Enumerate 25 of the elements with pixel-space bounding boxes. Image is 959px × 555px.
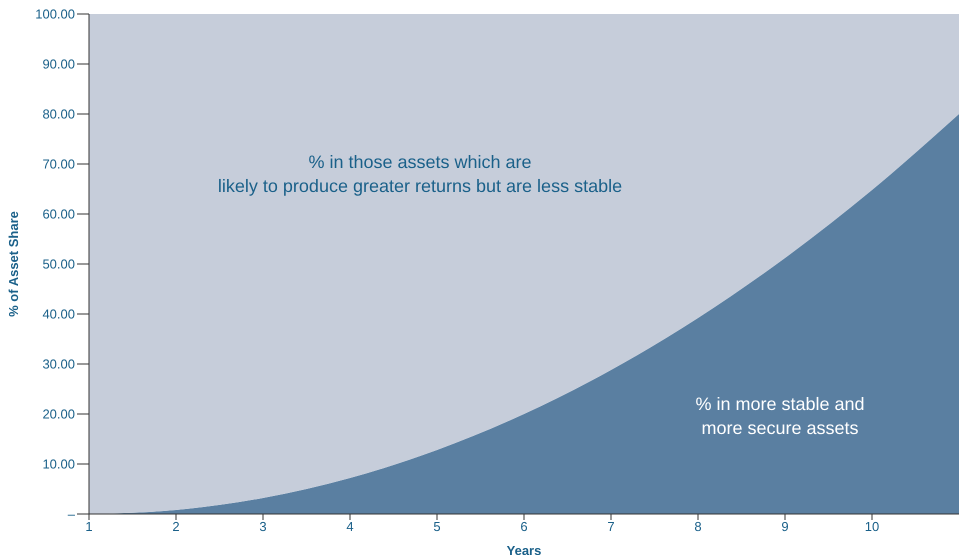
y-tick-label: 10.00 xyxy=(42,456,75,472)
x-tick-label: 8 xyxy=(694,519,702,534)
x-tick-label: 7 xyxy=(607,519,615,534)
y-tick-label: 100.00 xyxy=(35,6,75,22)
x-tick-label: 3 xyxy=(259,519,267,534)
y-tick-label: 30.00 xyxy=(42,356,75,372)
x-tick-label: 4 xyxy=(346,519,354,534)
x-tick-label: 2 xyxy=(172,519,180,534)
y-tick-label: 70.00 xyxy=(42,156,75,172)
x-tick-label: 9 xyxy=(781,519,789,534)
y-tick-label: 80.00 xyxy=(42,106,75,122)
y-tick-label: 20.00 xyxy=(42,406,75,422)
x-tick-label: 6 xyxy=(520,519,528,534)
y-tick-label: 50.00 xyxy=(42,256,75,272)
series-label: % in those assets which are likely to produce greater returns but are less stable xyxy=(218,152,622,196)
x-tick-label: 10 xyxy=(864,519,880,534)
y-tick-label: 40.00 xyxy=(42,306,75,322)
y-tick-label: – xyxy=(68,506,76,522)
y-axis-title: % of Asset Share xyxy=(6,211,21,317)
y-tick-label: 60.00 xyxy=(42,206,75,222)
x-axis-title: Years xyxy=(506,543,542,555)
series-label: % in more stable and more secure assets xyxy=(695,394,865,438)
x-tick-label: 5 xyxy=(433,519,441,534)
x-tick-label: 1 xyxy=(85,519,93,534)
y-tick-label: 90.00 xyxy=(42,56,75,72)
